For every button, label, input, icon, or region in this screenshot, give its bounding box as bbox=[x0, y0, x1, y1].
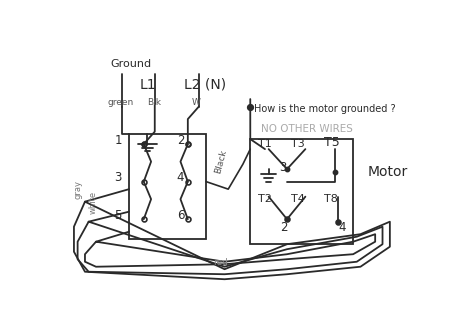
Text: red: red bbox=[213, 258, 228, 267]
Text: L1: L1 bbox=[140, 78, 157, 92]
Text: 3: 3 bbox=[114, 171, 122, 184]
Text: 6: 6 bbox=[177, 209, 184, 222]
Text: 5: 5 bbox=[114, 209, 122, 222]
Text: NO OTHER WIRES: NO OTHER WIRES bbox=[261, 124, 353, 134]
Text: L2 (N): L2 (N) bbox=[184, 78, 226, 92]
Text: How is the motor grounded ?: How is the motor grounded ? bbox=[254, 104, 396, 114]
Text: 4: 4 bbox=[338, 221, 346, 234]
Text: green: green bbox=[107, 98, 133, 107]
Text: 3: 3 bbox=[280, 161, 287, 174]
Text: T8: T8 bbox=[324, 194, 337, 204]
Text: white: white bbox=[89, 191, 98, 214]
Bar bbox=[129, 134, 206, 239]
Text: T2: T2 bbox=[258, 194, 272, 204]
Text: 2: 2 bbox=[177, 134, 184, 147]
Text: gray: gray bbox=[74, 180, 83, 199]
Text: Motor: Motor bbox=[368, 165, 408, 179]
Bar bbox=[250, 139, 353, 244]
Text: T5: T5 bbox=[324, 136, 339, 149]
Text: Black: Black bbox=[213, 148, 228, 174]
Text: T3: T3 bbox=[291, 139, 304, 149]
Text: Blk: Blk bbox=[147, 98, 162, 107]
Text: Ground: Ground bbox=[110, 59, 152, 69]
Text: T4: T4 bbox=[291, 194, 305, 204]
Text: 4: 4 bbox=[177, 171, 184, 184]
Text: 2: 2 bbox=[280, 221, 287, 234]
Text: 1: 1 bbox=[114, 134, 122, 147]
Text: W: W bbox=[191, 98, 201, 107]
Text: T1: T1 bbox=[258, 139, 272, 149]
